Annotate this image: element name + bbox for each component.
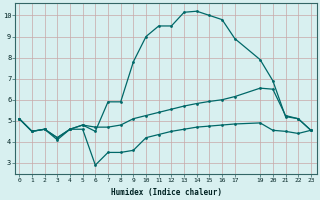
X-axis label: Humidex (Indice chaleur): Humidex (Indice chaleur): [111, 188, 222, 197]
